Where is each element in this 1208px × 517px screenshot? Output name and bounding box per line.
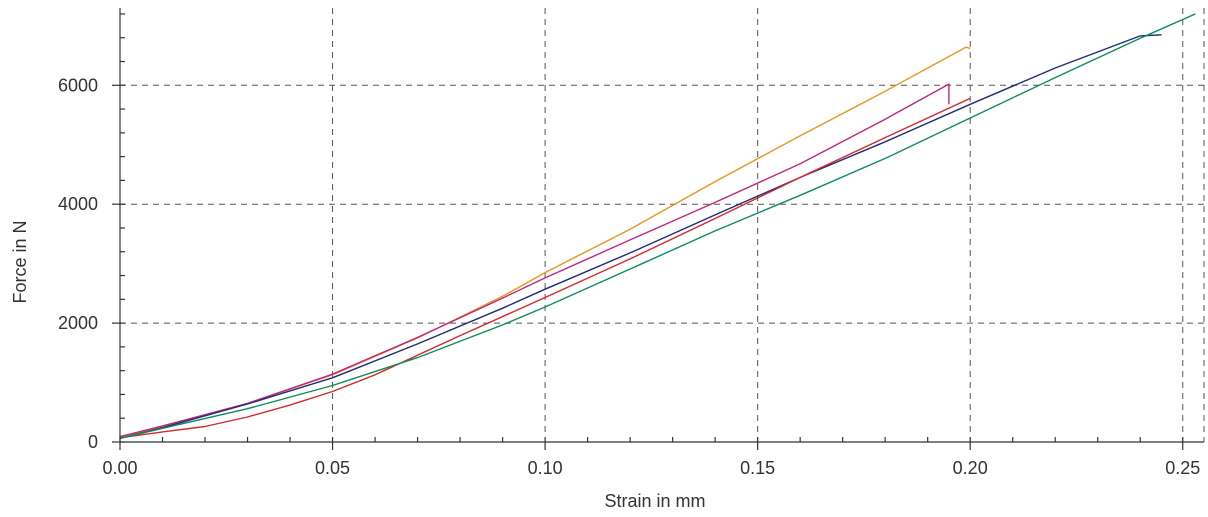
grid-lines xyxy=(120,8,1205,442)
x-tick-label: 0.05 xyxy=(315,458,350,478)
series-line xyxy=(119,83,950,438)
y-tick-label: 4000 xyxy=(58,194,98,214)
series-line xyxy=(119,34,1162,440)
x-tick-label: 0.20 xyxy=(953,458,988,478)
y-tick-label: 6000 xyxy=(58,75,98,95)
tick-labels: 0.00 0.05 0.10 0.15 0.20 0.25 0 2000 4000 6000 xyxy=(58,75,1200,478)
x-tick-label: 0.10 xyxy=(528,458,563,478)
y-axis-title: Force in N xyxy=(10,220,30,303)
series-line xyxy=(119,97,971,439)
x-tick-label: 0.25 xyxy=(1165,458,1200,478)
x-axis-title: Strain in mm xyxy=(604,491,705,511)
x-tick-label: 0.00 xyxy=(102,458,137,478)
x-tick-label: 0.15 xyxy=(740,458,775,478)
y-tick-label: 0 xyxy=(88,432,98,452)
y-tick-label: 2000 xyxy=(58,313,98,333)
series-layer xyxy=(119,13,1196,440)
axes xyxy=(112,8,1204,450)
series-line xyxy=(119,13,1196,440)
